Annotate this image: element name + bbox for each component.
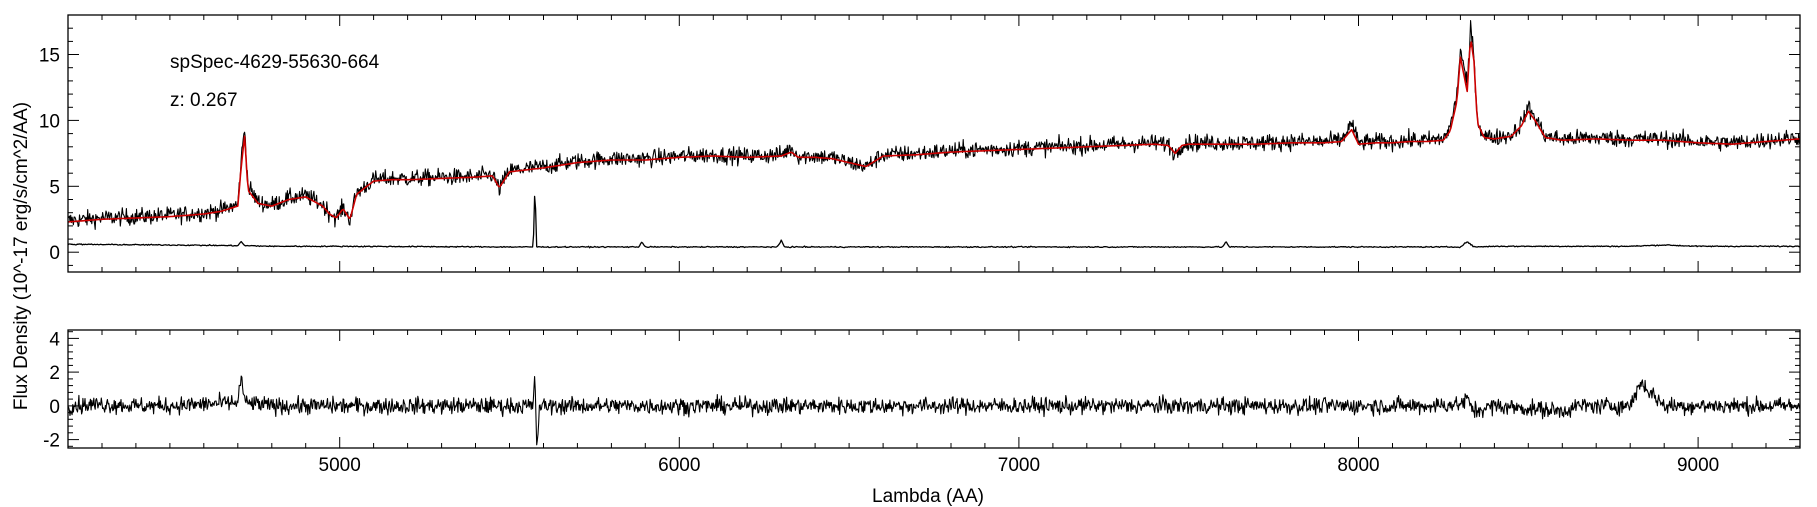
plot-frame: [67, 329, 1801, 449]
x-tick-label: 7000: [998, 455, 1040, 476]
model-series-line: [67, 41, 1801, 223]
x-tick-label: 5000: [319, 455, 361, 476]
y-tick-label: 5: [49, 177, 60, 198]
residual-panel: 5000 6000 7000 8000 9000 -2 0 2 4: [43, 329, 1801, 476]
error-series-line: [67, 195, 1801, 249]
y-tick-label: -2: [43, 431, 60, 452]
y-tick-label: 10: [39, 111, 60, 132]
y-tick-label: 2: [49, 363, 60, 384]
y-axis-title: Flux Density (10^-17 erg/s/cm^2/AA): [11, 102, 32, 410]
spectrum-panel: 0 5 10 15: [39, 14, 1801, 273]
y-tick-label: 4: [49, 329, 60, 350]
residual-series-line: [67, 375, 1801, 446]
plot-frame: [67, 14, 1801, 273]
x-axis-title: Lambda (AA): [872, 486, 984, 507]
y-tick-label: 0: [49, 397, 60, 418]
x-tick-label: 6000: [658, 455, 700, 476]
annotation-spec-id: spSpec-4629-55630-664: [170, 52, 380, 73]
annotation-redshift: z: 0.267: [170, 90, 238, 111]
y-tick-label: 15: [39, 46, 60, 67]
x-tick-label: 8000: [1337, 455, 1379, 476]
x-tick-label: 9000: [1677, 455, 1719, 476]
y-tick-label: 0: [49, 243, 60, 264]
